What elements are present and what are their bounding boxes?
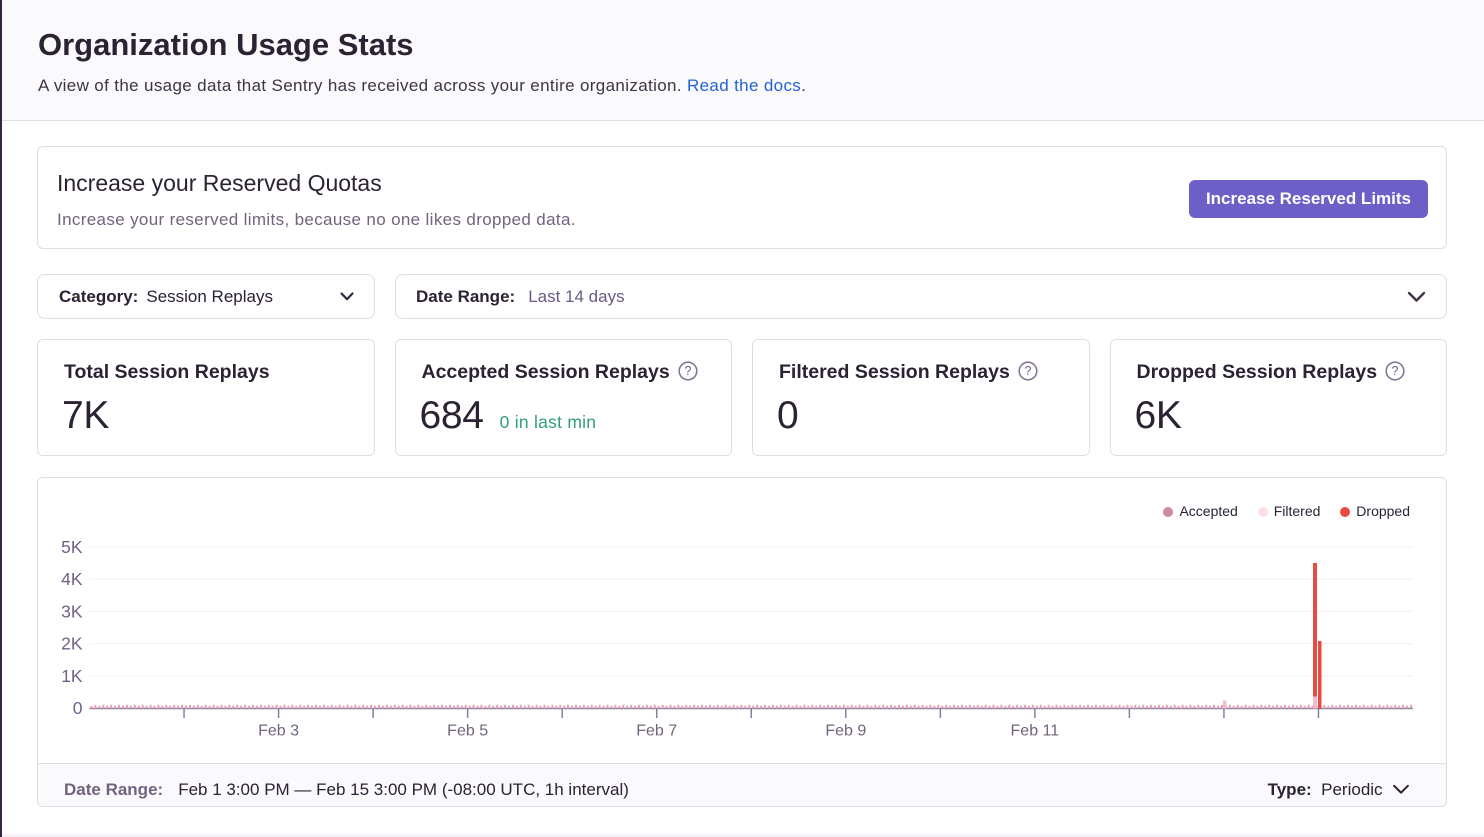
svg-text:2K: 2K [61, 634, 83, 654]
svg-text:1K: 1K [61, 666, 83, 686]
svg-text:Feb 3: Feb 3 [258, 723, 299, 740]
svg-text:Feb 9: Feb 9 [825, 723, 866, 740]
svg-text:Feb 11: Feb 11 [1011, 723, 1060, 740]
svg-text:?: ? [1392, 364, 1399, 378]
svg-text:?: ? [1024, 364, 1031, 378]
svg-text:4K: 4K [61, 569, 83, 589]
svg-text:Feb 7: Feb 7 [636, 723, 677, 740]
svg-text:3K: 3K [61, 601, 83, 621]
svg-text:?: ? [684, 364, 691, 378]
svg-text:5K: 5K [61, 537, 83, 557]
svg-text:0: 0 [73, 698, 83, 718]
svg-text:Feb 5: Feb 5 [447, 723, 488, 740]
